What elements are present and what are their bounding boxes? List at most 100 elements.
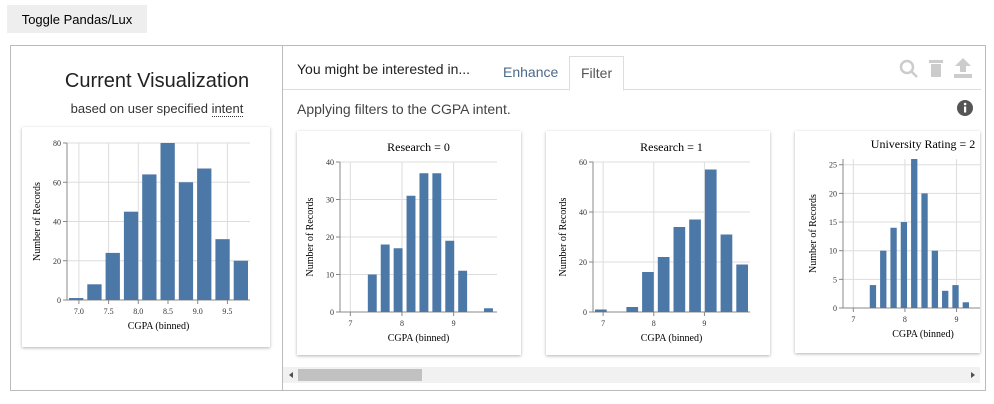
y-tick-label: 0: [57, 296, 61, 305]
y-axis-label: Number of Records: [32, 182, 43, 261]
y-tick-label: 0: [833, 304, 837, 313]
bar: [962, 302, 969, 308]
bar: [142, 174, 157, 300]
scrollbar-track[interactable]: [283, 367, 980, 383]
bar: [458, 270, 468, 312]
scroll-right[interactable]: [971, 372, 975, 378]
current-title: Current Visualization: [64, 70, 250, 92]
scroll-left[interactable]: [289, 372, 293, 378]
x-tick-label: 9: [702, 319, 706, 328]
bar: [890, 227, 897, 308]
chart: 0 20 40 60 80 7.0 7.5 8.0 8.5 9.0 9.5 CGPA (binned)…: [32, 139, 250, 332]
toggle-button[interactable]: Toggle Pandas/Lux: [7, 5, 147, 33]
chart-card: 0 20 40 60 80 7.0 7.5 8.0 8.5 9.0 9.5 CGPA (binned)…: [22, 127, 270, 347]
bar: [952, 285, 959, 308]
bar: [178, 182, 194, 300]
prompt: You might be interested in...: [297, 61, 471, 77]
bar: [736, 264, 748, 312]
search-icon[interactable]: [899, 59, 918, 78]
y-tick-label: 5: [833, 275, 837, 284]
x-tick-label: 9: [452, 319, 456, 328]
bar: [704, 169, 717, 312]
panel-divider: [282, 45, 283, 391]
y-tick-label: 25: [829, 161, 837, 170]
x-axis-label: CGPA (binned): [388, 333, 450, 344]
bar: [87, 284, 102, 300]
bar: [626, 307, 639, 312]
y-tick-label: 40: [579, 208, 587, 217]
x-tick-label: 8: [652, 319, 656, 328]
x-tick-label: 9.0: [193, 307, 203, 316]
x-tick-label: 8: [903, 315, 907, 324]
scrollbar-thumb[interactable]: [298, 369, 422, 381]
bar: [69, 298, 84, 300]
x-tick-label: 7.5: [104, 307, 114, 316]
current-subtitle-row: based on user specified intent: [20, 101, 294, 117]
bar: [233, 260, 248, 300]
info-icon[interactable]: [956, 99, 974, 117]
x-tick-label: 7.0: [74, 307, 84, 316]
x-tick-label: 9: [955, 315, 959, 324]
widget-frame: [10, 45, 986, 391]
bar: [720, 234, 733, 312]
bar: [595, 309, 607, 312]
y-tick-label: 60: [579, 158, 587, 167]
scrollbar-arrows: [289, 372, 975, 378]
tab[interactable]: Filter: [569, 56, 625, 91]
bar: [160, 143, 175, 300]
bar: [657, 257, 670, 312]
bar: [642, 272, 654, 312]
bar: [197, 168, 212, 300]
chart-card: 0 20 40 60 7 8 9 Research = 1 CGPA (binned) Numbe…: [546, 131, 770, 355]
bar: [689, 219, 701, 312]
y-tick-label: 0: [583, 308, 587, 317]
y-tick-label: 40: [53, 218, 61, 227]
bar: [880, 250, 887, 308]
x-tick-label: 8.5: [163, 307, 173, 316]
bar: [942, 290, 949, 308]
bar: [921, 193, 928, 308]
y-axis-label: Number of Records: [808, 194, 819, 273]
bar: [393, 248, 403, 312]
bar: [215, 239, 230, 300]
bar: [367, 274, 377, 312]
export-icon[interactable]: [954, 58, 972, 78]
x-axis-label: CGPA (binned): [892, 329, 954, 340]
bar: [900, 222, 908, 308]
chart: 0 10 20 30 40 7 8 9 Research = 0 CGPA (binned) Num…: [305, 140, 497, 344]
bar: [406, 195, 416, 312]
delete-icon[interactable]: [929, 60, 943, 77]
chart: 0 5 10 15 20 25 7 8 9 University Rating = 2 CGPA (…: [808, 137, 980, 340]
intent-word[interactable]: intent: [211, 101, 244, 117]
filter-message: Applying filters to the CGPA intent.: [297, 101, 511, 117]
y-tick-label: 10: [326, 271, 334, 280]
x-tick-label: 7: [601, 319, 605, 328]
chart-title: Research = 1: [640, 140, 703, 154]
bar: [123, 211, 139, 300]
x-tick-label: 9.5: [222, 307, 232, 316]
y-tick-label: 15: [829, 218, 837, 227]
bar: [432, 173, 442, 312]
y-tick-label: 20: [579, 258, 587, 267]
bar: [380, 244, 390, 312]
y-tick-label: 20: [829, 189, 837, 198]
x-tick-label: 8.0: [133, 307, 143, 316]
x-axis-label: CGPA (binned): [641, 333, 703, 344]
bar: [105, 252, 120, 300]
y-tick-label: 30: [326, 196, 334, 205]
bar: [931, 250, 939, 308]
x-tick-label: 7: [348, 319, 352, 328]
current-subtitle: based on user specified: [70, 101, 208, 116]
y-tick-label: 60: [53, 178, 61, 187]
chart-title: University Rating = 2: [871, 137, 975, 151]
bar: [484, 308, 493, 312]
toolbar-icons: [899, 58, 972, 78]
y-tick-label: 0: [330, 308, 334, 317]
tab[interactable]: Enhance: [503, 64, 559, 80]
bar: [419, 173, 429, 312]
x-tick-label: 7: [851, 315, 855, 324]
tab-rule: [283, 89, 981, 90]
y-tick-label: 20: [53, 257, 61, 266]
y-axis-label: Number of Records: [305, 197, 316, 276]
